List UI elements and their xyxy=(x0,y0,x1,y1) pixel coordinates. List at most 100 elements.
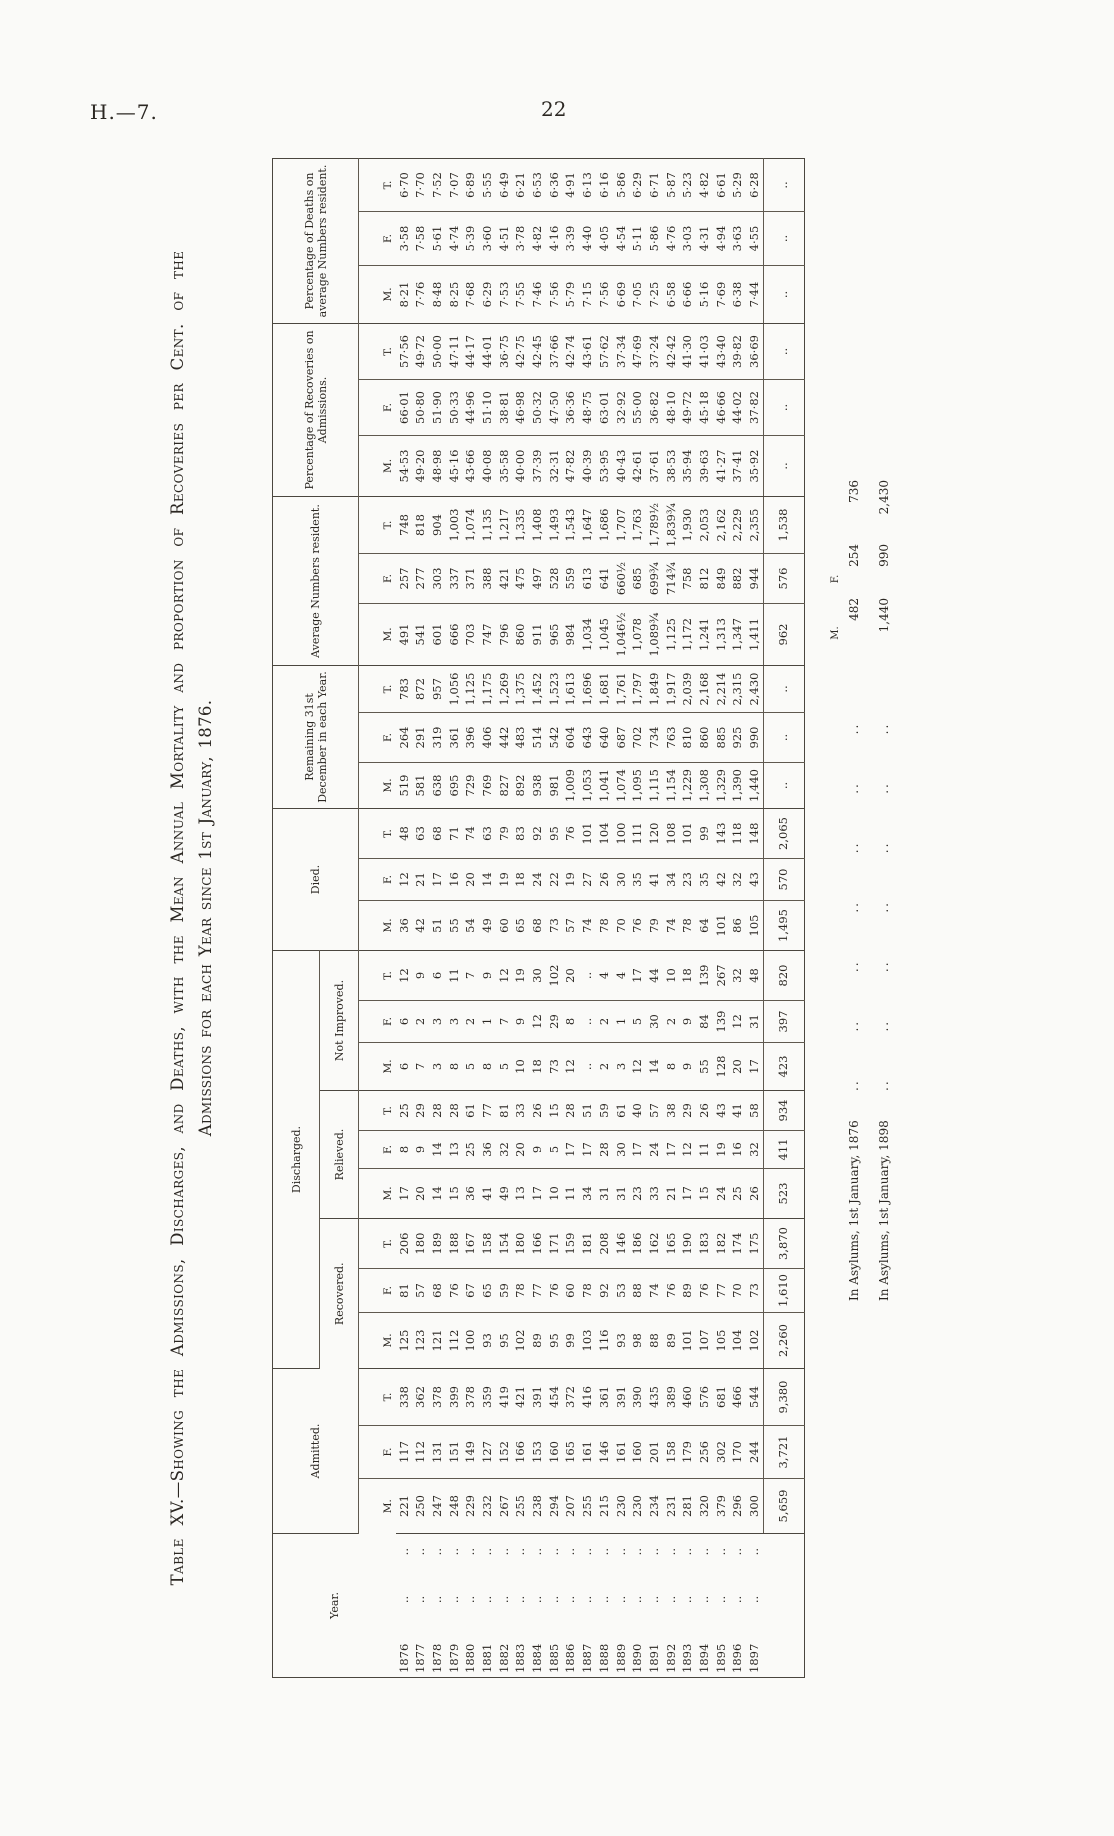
died-f-value: 14 xyxy=(479,858,497,901)
average-t-value: 1,217 xyxy=(496,496,513,554)
not_improved-f-value: .. xyxy=(579,1000,597,1043)
table-body: 1876.... 221 117 338 125 81 206 17 8 25 6 6 12 36 12 48… xyxy=(396,158,805,1678)
died-t-value: 118 xyxy=(729,808,747,859)
recovered-f-value: 74 xyxy=(646,1268,663,1313)
recovered-m-value: 102 xyxy=(746,1312,764,1369)
died-m-value: 57 xyxy=(562,900,580,951)
admitted-m-value: 5,659 xyxy=(763,1478,805,1534)
pct_deaths-m-value: 7·68 xyxy=(462,265,480,324)
not_improved-m-value: 5 xyxy=(496,1042,513,1091)
admitted-m-value: 255 xyxy=(512,1478,530,1534)
recovered-t-value: 180 xyxy=(412,1218,430,1269)
pct_recoveries-t-value: 39·82 xyxy=(729,323,747,380)
admitted-t-value: 389 xyxy=(663,1368,680,1426)
pct_recoveries-f-value: 37·82 xyxy=(746,379,764,436)
recovered-f-value: 88 xyxy=(629,1268,647,1313)
admitted-f-value: 117 xyxy=(396,1425,413,1479)
not_improved-t-value: 17 xyxy=(629,950,647,1001)
relieved-f-value: 9 xyxy=(412,1130,430,1169)
relieved-m-value: 26 xyxy=(746,1168,764,1219)
average-m-value: 1,313 xyxy=(713,603,730,666)
pct_recoveries-f-value: 32·92 xyxy=(612,379,630,436)
pct_recoveries-f-value: 49·72 xyxy=(679,379,697,436)
recovered-m-value: 102 xyxy=(512,1312,530,1369)
table-title-line2: Admissions for each Year since 1st Janua… xyxy=(196,699,215,1137)
pct_recoveries-t-value: 57·62 xyxy=(596,323,613,380)
died-f-value: 41 xyxy=(646,858,663,901)
not_improved-f-value: 5 xyxy=(629,1000,647,1043)
recovered-f-value: 60 xyxy=(562,1268,580,1313)
remaining-f-value: 885 xyxy=(713,712,730,763)
relieved-f-value: 12 xyxy=(679,1130,697,1169)
average-m-value: 601 xyxy=(429,603,447,666)
admitted-f-value: 166 xyxy=(512,1425,530,1479)
leader-dots: .. xyxy=(563,1548,578,1556)
died-t-value: 95 xyxy=(546,808,563,859)
died-f-value: 19 xyxy=(496,858,513,901)
pct_recoveries-f-value: 63·01 xyxy=(596,379,613,436)
average-f-value: 277 xyxy=(412,553,430,604)
leader-dots: .. xyxy=(680,1548,695,1556)
average-m-value: 1,347 xyxy=(729,603,747,666)
average-subheader-m: M. xyxy=(358,603,396,666)
admitted-f-value: 302 xyxy=(713,1425,730,1479)
pct_deaths-f-value: 4·74 xyxy=(446,211,463,266)
recovered-t-value: 158 xyxy=(479,1218,497,1269)
pct_deaths-f-value: 4·82 xyxy=(529,211,547,266)
pct_deaths-f-value: 3·58 xyxy=(396,211,413,266)
admitted-f-value: 152 xyxy=(496,1425,513,1479)
remaining-m-value: 1,308 xyxy=(696,762,714,809)
year-label: 1894 xyxy=(696,1643,711,1673)
pct_deaths-f-value: 4·40 xyxy=(579,211,597,266)
remaining-subheader-m: M. xyxy=(358,762,396,809)
average-t-value: 2,053 xyxy=(696,496,714,554)
relieved-m-value: 14 xyxy=(429,1168,447,1219)
recovered-t-value: 166 xyxy=(529,1218,547,1269)
pct_recoveries-t-value: 42·45 xyxy=(529,323,547,380)
pct_deaths-m-value: 5·79 xyxy=(562,265,580,324)
remaining-m-value: 1,390 xyxy=(729,762,747,809)
average-t-value: 1,408 xyxy=(529,496,547,554)
not_improved-m-value: 10 xyxy=(512,1042,530,1091)
pct_recoveries-t-value: 41·30 xyxy=(679,323,697,380)
pct_recoveries-t-value: 47·11 xyxy=(446,323,463,380)
pct_recoveries-t-value: .. xyxy=(763,323,805,380)
remaining-t-value: 2,214 xyxy=(713,665,730,713)
pct_recoveries-f-value: 47·50 xyxy=(546,379,563,436)
pct_deaths-f-value: 5·11 xyxy=(629,211,647,266)
recovered-m-value: 89 xyxy=(529,1312,547,1369)
admitted-t-value: 681 xyxy=(713,1368,730,1426)
not_improved-t-value: 9 xyxy=(479,950,497,1001)
leader-dots: .. xyxy=(413,1595,428,1604)
table-row: 1897.... 300 244 544 102 73 175 26 32 58 17 31 48 105… xyxy=(746,158,764,1678)
relieved-t-value: 25 xyxy=(396,1090,413,1131)
admitted-t-value: 419 xyxy=(496,1368,513,1426)
footnote-value-t: 736 xyxy=(847,480,861,503)
remaining-m-value: 981 xyxy=(546,762,563,809)
average-f-value: 528 xyxy=(546,553,563,604)
table-row: 1885.... 294 160 454 95 76 171 10 5 15 73 29 102 73 22… xyxy=(546,158,563,1678)
relieved-f-value: 19 xyxy=(713,1130,730,1169)
page-number: 22 xyxy=(541,97,567,121)
not_improved-m-value: 8 xyxy=(663,1042,680,1091)
relieved-f-value: 9 xyxy=(529,1130,547,1169)
admitted-t-value: 466 xyxy=(729,1368,747,1426)
recovered-t-value: 171 xyxy=(546,1218,563,1269)
pct_recoveries-m-value: 32·31 xyxy=(546,435,563,497)
pct_deaths-f-value: 4·51 xyxy=(496,211,513,266)
pct_deaths-f-value: 4·94 xyxy=(713,211,730,266)
pct_deaths-f-value: .. xyxy=(763,211,805,266)
admitted-t-value: 362 xyxy=(412,1368,430,1426)
pct_deaths-m-value: 7·15 xyxy=(579,265,597,324)
col-header-not-improved: Not Improved. xyxy=(319,950,359,1091)
pct_recoveries-f-value: 48·75 xyxy=(579,379,597,436)
died-t-value: 68 xyxy=(429,808,447,859)
not_improved-t-value: 44 xyxy=(646,950,663,1001)
year-label: 1886 xyxy=(563,1643,578,1673)
admitted-f-value: 161 xyxy=(579,1425,597,1479)
died-t-value: 63 xyxy=(479,808,497,859)
recovered-m-value: 99 xyxy=(562,1312,580,1369)
remaining-t-value: 1,175 xyxy=(479,665,497,713)
died-t-value: 74 xyxy=(462,808,480,859)
remaining-t-value: 1,917 xyxy=(663,665,680,713)
